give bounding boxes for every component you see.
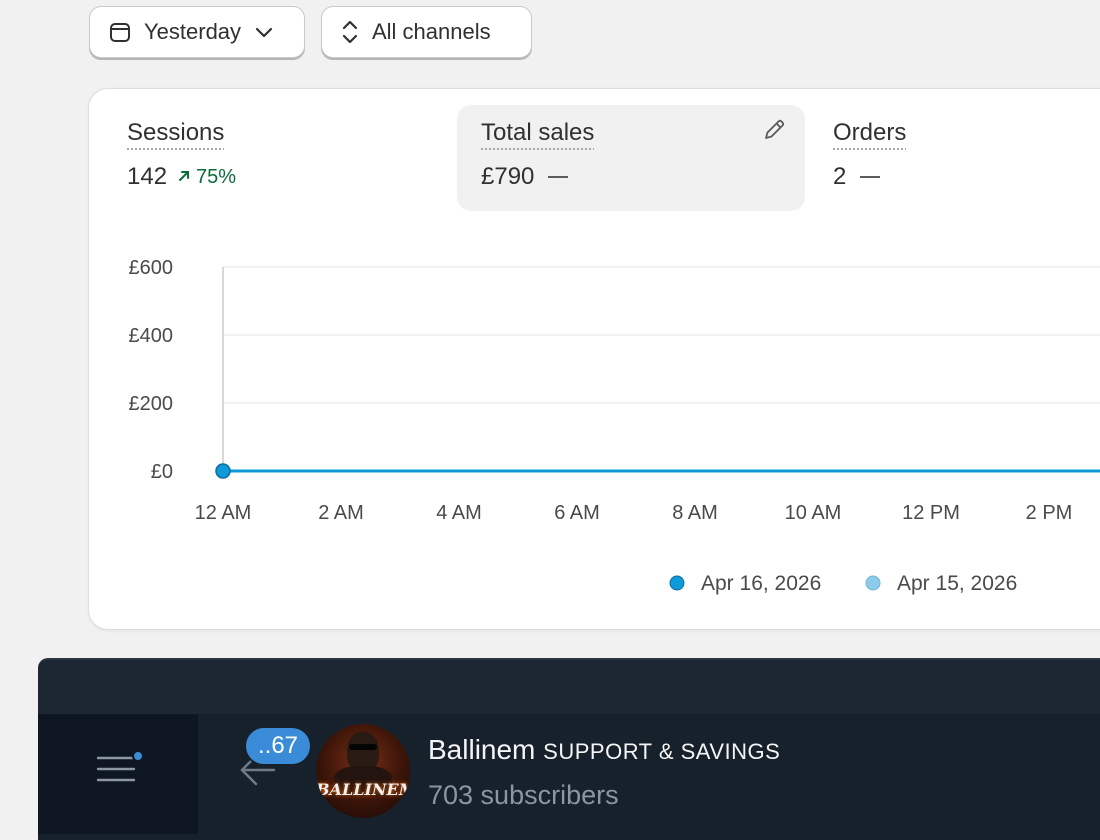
avatar-head [347, 732, 379, 772]
pencil-icon[interactable] [761, 117, 787, 148]
window-topbar [38, 660, 1100, 714]
y-tick-label: £200 [129, 393, 174, 415]
avatar-sunglasses [349, 744, 377, 750]
channel-name-rest: SUPPORT & SAVINGS [543, 739, 781, 764]
legend-label: Apr 15, 2026 [897, 572, 1017, 595]
metric-sessions-change: 75% [196, 165, 237, 188]
x-tick-label: 8 AM [672, 502, 718, 524]
avatar-logo-text: BALLINEM [316, 780, 410, 799]
date-range-label: Yesterday [144, 19, 242, 44]
legend-label: Apr 16, 2026 [701, 572, 821, 595]
metric-total-sales[interactable]: Total sales £790 [457, 105, 805, 211]
y-tick-label: £600 [129, 257, 174, 279]
select-arrows-icon [340, 19, 360, 45]
legend-marker [669, 575, 685, 591]
channels-label: All channels [372, 19, 491, 44]
sales-analytics-card: Sessions 142 75% Total sales £790 [88, 88, 1100, 630]
channels-button[interactable]: All channels [321, 6, 532, 58]
x-tick-label: 2 AM [318, 502, 364, 524]
arrow-up-right-icon [177, 166, 191, 189]
x-tick-label: 6 AM [554, 502, 600, 524]
data-point [215, 463, 231, 479]
menu-icon[interactable] [96, 750, 144, 791]
chevron-down-icon [253, 21, 275, 43]
metric-total-sales-value: £790 [481, 163, 535, 190]
channel-avatar[interactable]: BALLINEM [316, 724, 410, 818]
metric-total-sales-label: Total sales [481, 119, 595, 146]
sales-line-chart: £600 £400 £200 £0 12 AM 2 AM 4 AM 6 AM 8 AM 10 AM… [129, 257, 1100, 595]
date-range-button[interactable]: Yesterday [89, 6, 305, 58]
x-tick-label: 4 AM [436, 502, 482, 524]
metric-sessions-label: Sessions [127, 119, 225, 146]
metric-orders-label: Orders [833, 119, 907, 146]
y-tick-label: £0 [151, 461, 173, 483]
calendar-icon [108, 20, 132, 44]
x-tick-label: 2 PM [1026, 502, 1073, 524]
metric-sessions[interactable]: Sessions 142 75% [127, 119, 236, 191]
channel-window [38, 658, 1100, 840]
y-tick-label: £400 [129, 325, 174, 347]
x-tick-label: 12 AM [195, 502, 252, 524]
x-tick-label: 12 PM [902, 502, 960, 524]
no-change-dash [860, 176, 881, 178]
channel-subscribers: 703 subscribers [428, 780, 619, 810]
trend-indicator: 75% [177, 166, 236, 189]
legend-marker [865, 575, 881, 591]
metric-sessions-value: 142 [127, 163, 168, 190]
channel-title: Ballinem SUPPORT & SAVINGS [428, 734, 780, 766]
x-tick-label: 10 AM [785, 502, 842, 524]
unread-count-badge: ..67 [244, 726, 312, 766]
no-change-dash [548, 176, 569, 178]
channel-name: Ballinem [428, 734, 536, 765]
sidebar [38, 714, 198, 834]
metric-orders[interactable]: Orders 2 [833, 119, 906, 191]
metric-orders-value: 2 [833, 163, 847, 190]
avatar-shoulders [334, 766, 392, 796]
